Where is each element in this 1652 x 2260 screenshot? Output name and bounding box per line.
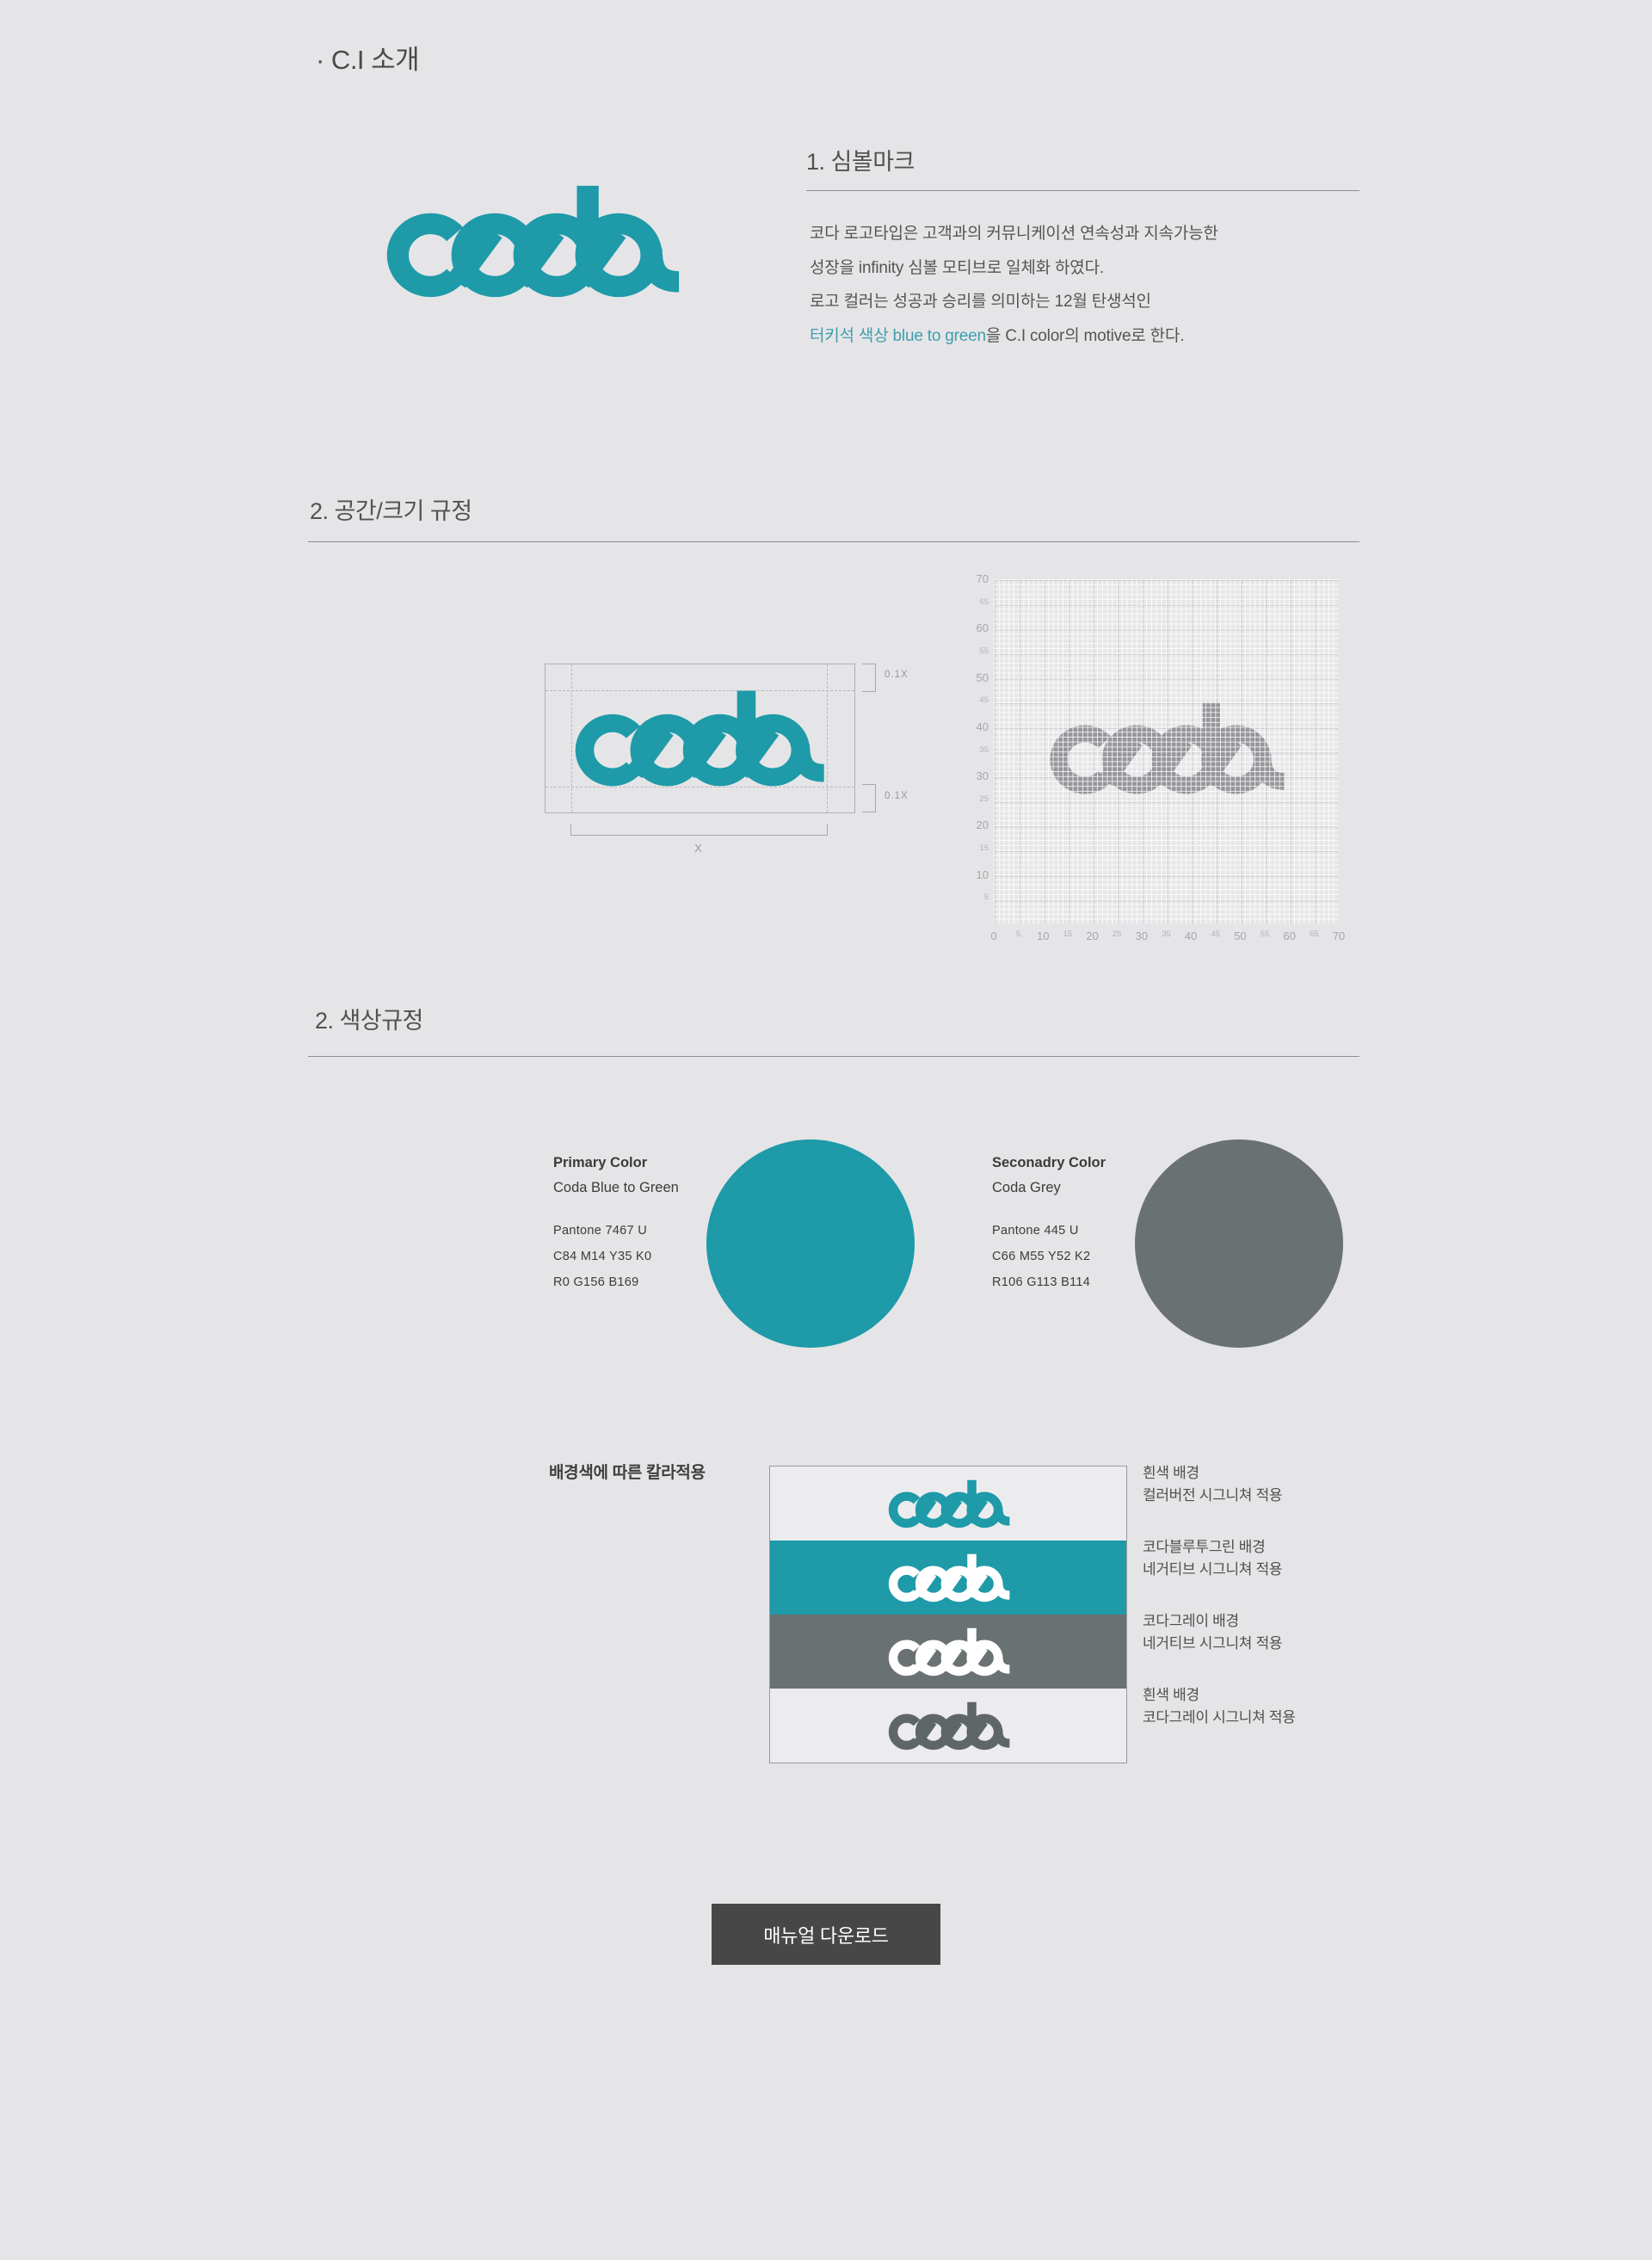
coda-logo-pixel (1045, 701, 1287, 795)
symbol-description-line: 터키석 색상 blue to green을 C.I color의 motive로… (810, 319, 1360, 354)
y-tick-label: 70 (976, 572, 989, 585)
bg-caption-line: 코다블루투그린 배경 (1143, 1539, 1266, 1555)
y-tick-label: 15 (979, 843, 989, 854)
y-tick-label: 40 (976, 719, 989, 733)
space-section-heading: 2. 공간/크기 규정 (310, 498, 472, 524)
clearspace-guide-line (571, 664, 572, 812)
y-tick-label: 65 (979, 596, 989, 607)
coda-logo (886, 1553, 1011, 1602)
bg-caption-line: 네거티브 시그니쳐 적용 (1143, 1635, 1283, 1652)
x-tick-label: 70 (1332, 929, 1346, 942)
primary-color-block: Primary Color Coda Blue to Green Pantone… (553, 1155, 794, 1295)
y-tick-label: 30 (976, 769, 989, 783)
symbol-description-line: 성장을 infinity 심볼 모티브로 일체화 하였다. (810, 258, 1104, 277)
clearspace-diagram (545, 664, 855, 813)
bg-panel (770, 1689, 1126, 1763)
y-tick-label: 10 (976, 868, 989, 881)
secondary-color-rgb: R106 G113 B114 (992, 1275, 1091, 1289)
y-tick-label: 50 (976, 670, 989, 684)
y-tick-label: 55 (979, 645, 989, 656)
x-tick-label: 65 (1310, 929, 1319, 939)
primary-color-pantone: Pantone 7467 U (553, 1224, 648, 1238)
bg-caption-line: 네거티브 시그니쳐 적용 (1143, 1561, 1283, 1578)
x-tick-label: 60 (1283, 929, 1296, 942)
bg-variations-box (769, 1466, 1127, 1763)
bg-caption-line: 컬러버전 시그니쳐 적용 (1143, 1487, 1283, 1504)
ruler-grid: 0 5 10 15 20 25 30 35 40 45 50 55 60 65 70 70 65 60 55 50 45… (977, 572, 1346, 942)
x-tick-label: 0 (990, 929, 997, 942)
manual-download-button[interactable]: 매뉴얼 다운로드 (712, 1904, 940, 1965)
secondary-color-pantone: Pantone 445 U (992, 1224, 1079, 1238)
x-tick-label: 15 (1063, 929, 1073, 939)
clearspace-top-label: 0.1X (885, 670, 909, 680)
color-section-divider (308, 1056, 1359, 1057)
clearspace-bottom-label: 0.1X (885, 791, 909, 801)
plain-text: 을 C.I color의 motive로 한다. (985, 326, 1185, 345)
secondary-color-block: Seconadry Color Coda Grey Pantone 445 U … (992, 1155, 1233, 1295)
space-section-divider (308, 541, 1359, 542)
secondary-color-cmyk: C66 M55 Y52 K2 (992, 1250, 1091, 1263)
bg-caption-line: 코다그레이 배경 (1143, 1613, 1239, 1629)
x-tick-label: 35 (1162, 929, 1171, 939)
y-tick-label: 45 (979, 695, 989, 706)
x-tick-label: 20 (1086, 929, 1099, 942)
x-tick-label: 5 (1015, 929, 1021, 939)
secondary-color-name: Coda Grey (992, 1180, 1061, 1195)
x-tick-label: 50 (1234, 929, 1247, 942)
color-section-heading: 2. 색상규정 (315, 1008, 423, 1034)
symbol-description-line: 코다 로고타입은 고객과의 커뮤니케이션 연속성과 지속가능한 (810, 225, 1218, 243)
primary-color-title: Primary Color (553, 1155, 648, 1170)
bg-application-label: 배경색에 따른 칼라적용 (549, 1464, 706, 1482)
x-tick-label: 25 (1112, 929, 1122, 939)
coda-logo (381, 184, 682, 299)
highlight-text: 터키석 색상 blue to green (810, 326, 986, 345)
secondary-color-title: Seconadry Color (992, 1155, 1106, 1170)
x-tick-label: 10 (1037, 929, 1050, 942)
measure-bracket-bottom (862, 784, 876, 812)
y-tick-label: 25 (979, 793, 989, 804)
coda-logo (886, 1479, 1011, 1528)
x-tick-label: 55 (1260, 929, 1270, 939)
coda-logo (886, 1701, 1011, 1751)
x-tick-label: 45 (1211, 929, 1221, 939)
x-tick-label: 40 (1184, 929, 1198, 942)
symbol-section-heading: 1. 심볼마크 (806, 149, 915, 175)
bg-panel (770, 1541, 1126, 1615)
primary-color-swatch (706, 1139, 915, 1348)
page-title: · C.I 소개 (316, 45, 420, 75)
primary-color-rgb: R0 G156 B169 (553, 1275, 639, 1289)
y-tick-label: 60 (976, 621, 989, 635)
bg-caption-line: 코다그레이 시그니쳐 적용 (1143, 1709, 1296, 1726)
primary-color-cmyk: C84 M14 Y35 K0 (553, 1250, 652, 1263)
bg-variations-captions: 흰색 배경 컬러버전 시그니쳐 적용 코다블루투그린 배경 네거티브 시그니쳐 적용 코… (1143, 1462, 1401, 1762)
y-tick-label: 5 (983, 892, 989, 903)
primary-color-name: Coda Blue to Green (553, 1180, 679, 1195)
secondary-color-swatch (1135, 1139, 1343, 1348)
y-tick-label: 20 (976, 818, 989, 832)
x-tick-label: 30 (1135, 929, 1149, 942)
symbol-description-line: 로고 컬러는 성공과 승리를 의미하는 12월 탄생석인 (810, 293, 1151, 311)
coda-logo (886, 1627, 1011, 1676)
measure-bracket-width (570, 824, 828, 836)
measure-bracket-top (862, 664, 876, 692)
clearspace-guide-line (827, 664, 828, 812)
bg-panel (770, 1615, 1126, 1689)
bg-panel (770, 1467, 1126, 1541)
clearspace-guide-line (546, 690, 854, 691)
coda-logo (570, 689, 827, 787)
symbol-section-divider (806, 190, 1359, 191)
symbol-description: 코다 로고타입은 고객과의 커뮤니케이션 연속성과 지속가능한 성장을 infi… (810, 217, 1360, 353)
bg-caption-line: 흰색 배경 (1143, 1465, 1199, 1481)
clearspace-width-label: X (694, 842, 702, 855)
y-tick-label: 35 (979, 744, 989, 755)
bg-caption-line: 흰색 배경 (1143, 1687, 1199, 1703)
